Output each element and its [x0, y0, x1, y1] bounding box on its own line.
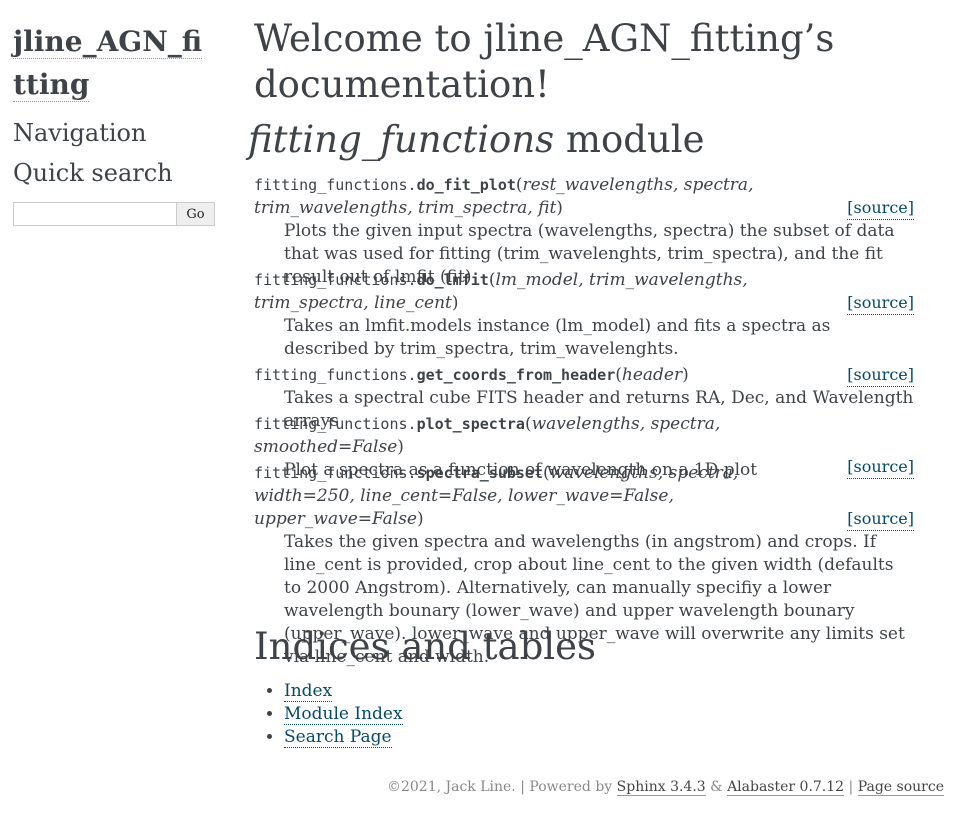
source-link[interactable]: [source] [847, 455, 914, 479]
function-entry-plot-spectra: fitting_functions.plot_spectra(wavelengt… [254, 413, 914, 482]
source-link[interactable]: [source] [847, 196, 914, 220]
index-link[interactable]: Index [284, 681, 333, 702]
function-signature: fitting_functions.spectra_subset(wavelen… [254, 463, 914, 531]
function-prefix: fitting_functions. [254, 176, 417, 194]
footer-separator: | [848, 779, 854, 795]
function-params: wavelengths, spectra, smoothed=False [254, 414, 721, 457]
function-signature: fitting_functions.get_coords_from_header… [254, 363, 914, 387]
function-description: Takes a spectral cube FITS header and re… [284, 388, 914, 431]
function-entry-get-coords-from-header: fitting_functions.get_coords_from_header… [254, 364, 914, 433]
indices-list: Index Module Index Search Page [254, 680, 403, 749]
source-link[interactable]: [source] [847, 363, 914, 387]
sidebar: jline_AGN_fitting Navigation Quick searc… [13, 20, 215, 226]
footer-amp: & [710, 779, 723, 795]
module-index-link[interactable]: Module Index [284, 704, 403, 725]
module-title-suffix: module [554, 118, 705, 161]
function-description: Takes the given spectra and wavelengths … [284, 532, 905, 667]
function-prefix: fitting_functions. [254, 271, 417, 289]
source-link[interactable]: [source] [847, 291, 914, 315]
footer-copyright: ©2021, Jack Line. [386, 779, 516, 795]
function-prefix: fitting_functions. [254, 415, 417, 433]
search-page-link[interactable]: Search Page [284, 727, 392, 748]
function-name: get_coords_from_header [416, 366, 616, 384]
function-name: do_lmfit [416, 271, 489, 289]
indices-title: Indices and tables [254, 625, 596, 668]
function-entry-do-fit-plot: fitting_functions.do_fit_plot(rest_wavel… [254, 174, 914, 289]
project-name-link[interactable]: jline_AGN_fitting [13, 20, 215, 106]
page-title: Welcome to jline_AGN_fitting’s documenta… [254, 17, 835, 106]
module-title: fitting_functions module [248, 117, 948, 163]
function-name: do_fit_plot [416, 176, 516, 194]
function-description: Takes an lmfit.models instance (lm_model… [284, 316, 831, 359]
footer: ©2021, Jack Line. | Powered by Sphinx 3.… [386, 779, 944, 796]
search-input[interactable] [13, 202, 177, 226]
footer-powered-by: | Powered by [520, 779, 613, 795]
function-params: header [621, 365, 683, 385]
function-description: Plots the given input spectra (wavelengt… [284, 221, 895, 287]
function-prefix: fitting_functions. [254, 366, 417, 384]
go-button[interactable]: Go [177, 202, 215, 226]
alabaster-link[interactable]: Alabaster 0.7.12 [727, 779, 845, 796]
function-description: Plot a spectra as a function of waveleng… [284, 460, 758, 480]
page-source-link[interactable]: Page source [857, 779, 944, 796]
search-form: Go [13, 202, 215, 226]
list-item: Search Page [284, 726, 403, 749]
function-entry-do-lmfit: fitting_functions.do_lmfit(lm_model, tri… [254, 269, 914, 361]
function-params: rest_wavelengths, spectra, trim_waveleng… [254, 175, 754, 218]
list-item: Module Index [284, 703, 403, 726]
function-prefix: fitting_functions. [254, 464, 417, 482]
function-name: spectra_subset [416, 464, 543, 482]
function-params: lm_model, trim_wavelengths, trim_spectra… [254, 270, 748, 313]
quick-search-heading: Quick search [13, 159, 173, 187]
function-entry-spectra-subset: fitting_functions.spectra_subset(wavelen… [254, 462, 914, 669]
sphinx-link[interactable]: Sphinx 3.4.3 [616, 779, 706, 796]
navigation-heading: Navigation [13, 119, 147, 147]
function-name: plot_spectra [416, 415, 525, 433]
function-params: wavelengths, spectra, width=250, line_ce… [254, 463, 739, 529]
project-name: jline_AGN_fitting [13, 25, 203, 102]
function-signature: fitting_functions.plot_spectra(wavelengt… [254, 413, 914, 479]
source-link[interactable]: [source] [847, 507, 914, 531]
function-signature: fitting_functions.do_fit_plot(rest_wavel… [254, 175, 914, 220]
module-title-name: fitting_functions [248, 118, 555, 161]
list-item: Index [284, 680, 403, 703]
function-signature: fitting_functions.do_lmfit(lm_model, tri… [254, 270, 914, 315]
